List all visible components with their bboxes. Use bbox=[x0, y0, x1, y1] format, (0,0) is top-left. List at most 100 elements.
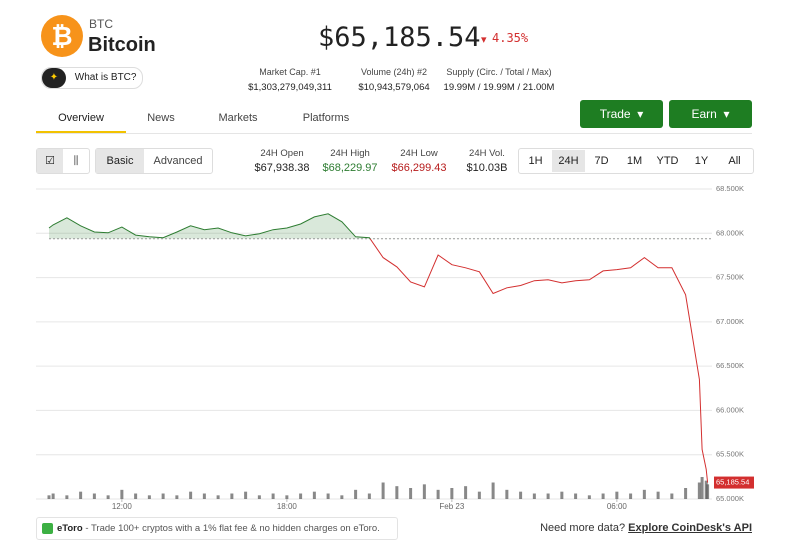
tab[interactable]: Markets bbox=[218, 112, 258, 124]
volume-bar bbox=[367, 493, 371, 499]
price: $65,185.54 bbox=[318, 22, 481, 53]
x-tick-label: 18:00 bbox=[277, 502, 298, 511]
what-is-button[interactable]: ✦ What is BTC? bbox=[41, 67, 143, 89]
down-arrow: ▾ bbox=[481, 34, 487, 46]
volume-bar bbox=[642, 489, 646, 499]
chart-style-toggle: ☑ ⫼ bbox=[36, 148, 90, 174]
last-price-label: 65,185.54 bbox=[716, 478, 749, 487]
etoro-text: - Trade 100+ cryptos with a 1% flat fee … bbox=[85, 523, 380, 534]
api-prompt: Need more data? bbox=[540, 522, 626, 534]
area-above bbox=[49, 213, 708, 239]
mode[interactable]: Basic bbox=[96, 149, 144, 173]
price-line-up bbox=[48, 213, 371, 239]
what-is-text: What is BTC? bbox=[74, 72, 137, 83]
day-stat-label: 24H High bbox=[330, 148, 370, 159]
etoro-icon bbox=[42, 522, 53, 534]
stat-label: Volume (24h) #2 bbox=[360, 67, 428, 77]
y-tick-label: 66.500K bbox=[716, 361, 744, 370]
candle-icon[interactable]: ⫼ bbox=[73, 155, 79, 167]
stat-value: $10,943,579,064 bbox=[358, 82, 430, 93]
volume-bar bbox=[395, 486, 399, 499]
volume-bar bbox=[587, 495, 591, 499]
volume-bar bbox=[285, 495, 289, 499]
volume-bar bbox=[656, 491, 660, 499]
volume-bar bbox=[134, 493, 138, 499]
volume-bar bbox=[106, 495, 110, 499]
api-link[interactable]: Explore CoinDesk's API bbox=[628, 522, 752, 534]
volume-bar bbox=[615, 491, 619, 499]
stat-label: Market Cap. #1 bbox=[259, 67, 321, 77]
day-stat-value: $10.03B bbox=[466, 162, 508, 174]
y-tick-label: 66.000K bbox=[716, 405, 744, 414]
coin-name: Bitcoin bbox=[88, 34, 156, 56]
volume-bar bbox=[65, 495, 69, 499]
price-line-down bbox=[369, 238, 709, 483]
range[interactable]: All bbox=[728, 155, 741, 167]
volume-bar bbox=[574, 493, 578, 499]
volume-bar bbox=[436, 489, 440, 499]
range[interactable]: YTD bbox=[656, 155, 679, 167]
volume-bar bbox=[47, 495, 51, 499]
api-promo: Need more data? Explore CoinDesk's API bbox=[540, 522, 752, 534]
volume-bar bbox=[381, 482, 385, 499]
tab-underline bbox=[36, 131, 126, 133]
volume-bar bbox=[706, 484, 710, 499]
range[interactable]: 7D bbox=[594, 155, 609, 167]
volume-bar bbox=[697, 482, 701, 499]
y-tick-label: 67.500K bbox=[716, 273, 744, 282]
y-tick-label: 65.000K bbox=[716, 494, 744, 503]
volume-bar bbox=[92, 493, 96, 499]
y-tick-label: 68.000K bbox=[716, 228, 744, 237]
volume-bar bbox=[202, 493, 206, 499]
y-tick-label: 65.500K bbox=[716, 450, 744, 459]
volume-bar bbox=[464, 486, 468, 499]
volume-bar bbox=[354, 489, 358, 499]
volume-bar bbox=[257, 495, 261, 499]
volume-bar bbox=[532, 493, 536, 499]
volume-bar bbox=[450, 488, 454, 499]
tab[interactable]: Overview bbox=[58, 112, 104, 124]
volume-bar bbox=[326, 493, 330, 499]
day-stat-value: $68,229.97 bbox=[322, 162, 378, 174]
volume-bar bbox=[120, 489, 124, 499]
mode[interactable]: Advanced bbox=[153, 155, 203, 167]
y-tick-label: 67.000K bbox=[716, 317, 744, 326]
etoro-ad[interactable]: eToro - Trade 100+ cryptos with a 1% fla… bbox=[36, 517, 398, 540]
stat-value: 19.99M / 19.99M / 21.00M bbox=[443, 82, 555, 93]
btc-logo: ₿ bbox=[41, 15, 83, 57]
tab[interactable]: News bbox=[147, 112, 175, 124]
range[interactable]: 24H bbox=[552, 150, 585, 172]
volume-bar bbox=[629, 493, 633, 499]
range-selector bbox=[518, 148, 754, 174]
trade-button[interactable]: Trade ▾ bbox=[580, 100, 663, 128]
volume-bar bbox=[684, 488, 688, 499]
x-tick-label: 06:00 bbox=[607, 502, 628, 511]
volume-bar bbox=[189, 491, 193, 499]
tab[interactable]: Platforms bbox=[302, 112, 350, 124]
line-icon[interactable]: ☑ bbox=[37, 149, 63, 173]
change: 4.35% bbox=[492, 31, 529, 45]
range[interactable]: 1Y bbox=[694, 155, 709, 167]
range[interactable]: 1H bbox=[528, 155, 543, 167]
volume-bar bbox=[79, 491, 83, 499]
volume-bar bbox=[670, 493, 674, 499]
day-stat-value: $66,299.43 bbox=[391, 162, 447, 174]
tab-divider bbox=[36, 133, 752, 134]
volume-bar bbox=[51, 493, 55, 499]
volume-bar bbox=[271, 493, 275, 499]
day-stat-label: 24H Vol. bbox=[469, 148, 505, 159]
trade-text: Trade bbox=[599, 107, 631, 121]
x-tick-label: Feb 23 bbox=[439, 502, 464, 511]
earn-button[interactable]: Earn ▾ bbox=[669, 100, 752, 128]
etoro-brand: eToro bbox=[57, 523, 83, 534]
volume-bar bbox=[340, 495, 344, 499]
day-stat-value: $67,938.38 bbox=[254, 162, 310, 174]
volume-bar bbox=[230, 493, 234, 499]
volume-bar bbox=[312, 491, 316, 499]
y-tick-label: 68.500K bbox=[716, 184, 744, 193]
range[interactable]: 1M bbox=[626, 155, 643, 167]
stat-value: $1,303,279,049,311 bbox=[248, 82, 332, 93]
volume-bar bbox=[505, 489, 509, 499]
